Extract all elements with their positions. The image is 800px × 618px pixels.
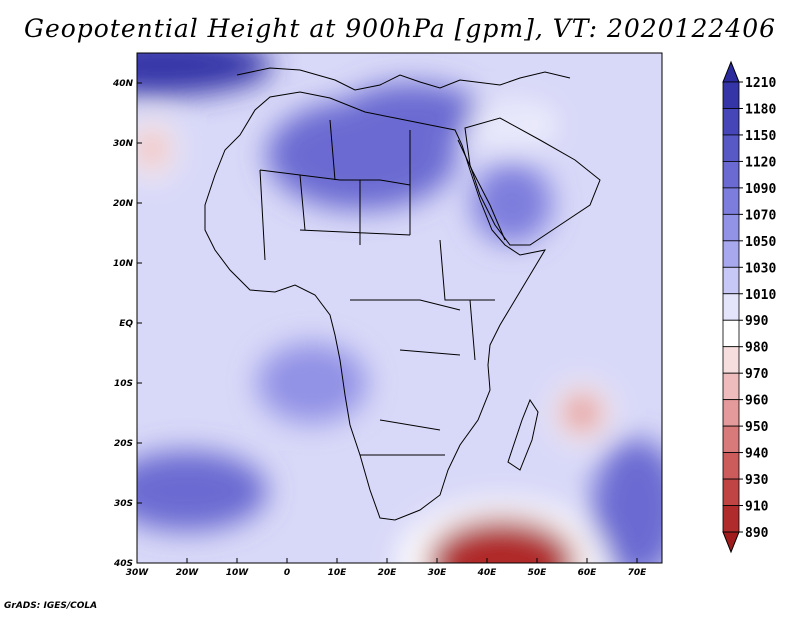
colorbar-label: 960 — [745, 394, 769, 409]
lon-tick-label: 50E — [528, 568, 548, 578]
colorbar-label: 1120 — [745, 155, 776, 170]
colorbar-swatch — [722, 346, 740, 374]
lat-tick-label: 40N — [112, 79, 134, 89]
lat-tick-label: 20N — [113, 199, 134, 209]
colorbar-label: 1050 — [745, 235, 776, 250]
lon-tick-label: 70E — [628, 568, 648, 578]
colorbar-swatch — [722, 505, 740, 533]
low-region — [560, 391, 604, 435]
lon-tick-label: 30E — [428, 568, 448, 578]
colorbar-cap-bottom — [722, 531, 740, 554]
colorbar-swatch — [722, 240, 740, 268]
colorbar-label: 1070 — [745, 208, 776, 223]
colorbar-swatch — [722, 319, 740, 348]
lon-tick-label: 20E — [378, 568, 398, 578]
colorbar-swatch — [722, 293, 740, 321]
colorbar-swatch — [722, 452, 740, 480]
lat-tick-label: 40S — [113, 559, 133, 569]
lon-tick-label: 20W — [176, 568, 200, 578]
geopotential-field — [137, 53, 662, 563]
high-region — [342, 83, 482, 143]
colorbar-swatch — [722, 213, 740, 242]
lat-tick-label: 10S — [114, 379, 133, 389]
map-title: Geopotential Height at 900hPa [gpm], VT:… — [23, 14, 777, 43]
lon-tick-label: 10E — [328, 568, 348, 578]
colorbar-label: 1010 — [745, 288, 776, 303]
coastlines — [204, 67, 601, 521]
lon-tick-label: 60E — [578, 568, 598, 578]
low-region — [137, 127, 170, 171]
europe-coast — [236, 67, 571, 91]
colorbar-label: 990 — [745, 314, 769, 329]
longitude-axis: 30W 20W 10W 0 10E 20E 30E 40E 50E 60E 70E — [126, 558, 647, 578]
lat-tick-label: EQ — [119, 319, 133, 329]
arabia — [464, 117, 601, 246]
lat-tick-label: 30S — [114, 499, 133, 509]
high-region — [257, 343, 367, 423]
colorbar-swatch — [722, 81, 740, 109]
low-region — [427, 518, 577, 563]
colorbar-label: 1030 — [745, 261, 776, 276]
colorbar-swatch — [722, 478, 740, 506]
grads-credit: GrADS: IGES/COLA — [4, 601, 98, 611]
lat-tick-label: 20S — [114, 439, 133, 449]
lon-tick-label: 0 — [284, 568, 290, 578]
colorbar-label: 950 — [745, 420, 769, 435]
latitude-axis: 40N 30N 20N 10N EQ 10S 20S 30S 40S — [112, 79, 142, 569]
colorbar-label: 890 — [745, 526, 769, 541]
colorbar-swatch — [722, 134, 740, 162]
colorbar-label: 980 — [745, 341, 769, 356]
colorbar-swatch — [722, 372, 740, 401]
high-region — [137, 53, 272, 95]
colorbar-swatch — [722, 266, 740, 295]
colorbar: 1210 1180 1150 1120 1090 1070 1050 1030 1010 990 9… — [722, 60, 776, 554]
colorbar-label: 1210 — [745, 76, 776, 91]
country-borders — [259, 119, 495, 456]
colorbar-label: 930 — [745, 473, 769, 488]
colorbar-swatch — [722, 399, 740, 427]
colorbar-swatch — [722, 425, 740, 453]
colorbar-swatch — [722, 108, 740, 136]
colorbar-label: 1180 — [745, 102, 776, 117]
colorbar-swatch — [722, 161, 740, 189]
colorbar-label: 1150 — [745, 129, 776, 144]
lon-tick-label: 30W — [126, 568, 150, 578]
red-sea — [457, 139, 506, 241]
lon-tick-label: 10W — [226, 568, 250, 578]
africa-coastline — [204, 91, 547, 521]
colorbar-cap-top — [722, 60, 740, 83]
colorbar-label: 910 — [745, 500, 769, 515]
high-region — [592, 439, 662, 563]
madagascar — [507, 398, 539, 471]
lat-tick-label: 10N — [113, 259, 134, 269]
colorbar-label: 1090 — [745, 182, 776, 197]
map-frame — [136, 52, 663, 564]
lon-tick-label: 40E — [477, 568, 498, 578]
colorbar-label: 970 — [745, 367, 769, 382]
colorbar-swatch — [722, 187, 740, 215]
colorbar-label: 940 — [745, 447, 769, 462]
high-region — [137, 451, 267, 531]
lat-tick-label: 30N — [113, 139, 134, 149]
high-region — [472, 163, 552, 243]
